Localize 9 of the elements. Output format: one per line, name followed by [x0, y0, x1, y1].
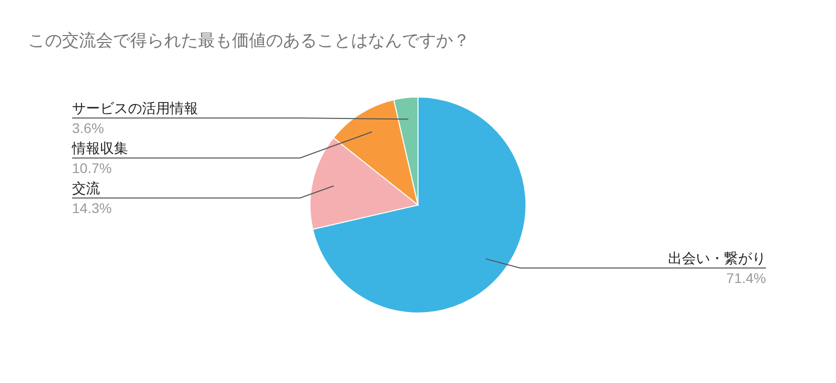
- title: この交流会で得られた最も価値のあることはなんですか？: [28, 31, 470, 50]
- slice-label: 出会い・繋がり: [668, 250, 766, 266]
- data-label: 3.6%: [72, 120, 104, 136]
- data-label: 71.4%: [726, 270, 766, 286]
- data-label: 14.3%: [72, 200, 112, 216]
- slice-label: 情報収集: [71, 140, 128, 156]
- data-label: 10.7%: [72, 160, 112, 176]
- slice-label: 交流: [72, 180, 100, 196]
- slice-label: サービスの活用情報: [72, 100, 198, 116]
